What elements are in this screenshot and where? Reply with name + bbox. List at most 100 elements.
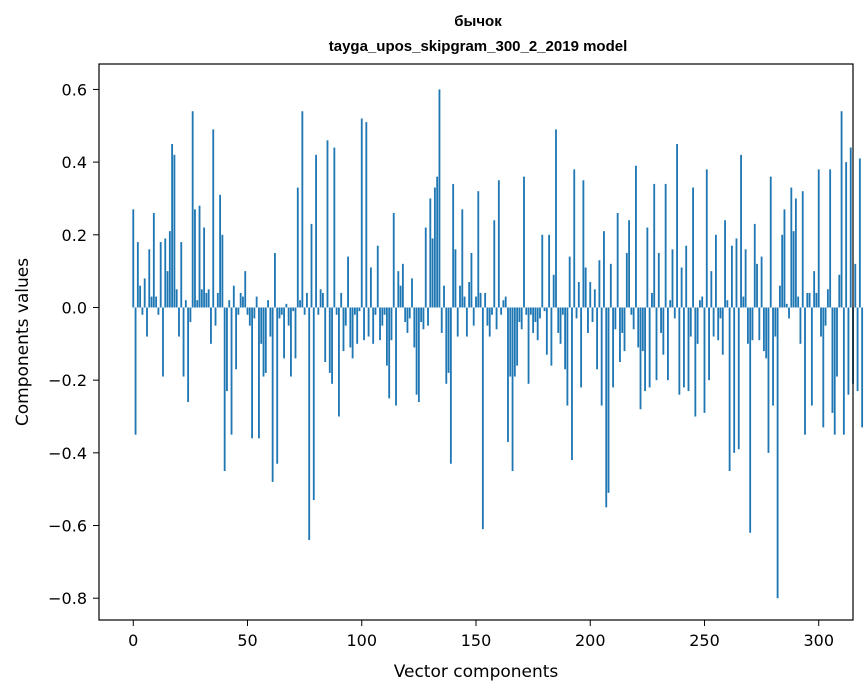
bar bbox=[152, 212, 155, 308]
bar bbox=[360, 118, 363, 308]
bar bbox=[424, 227, 427, 308]
bar bbox=[232, 285, 235, 308]
y-tick-label: 0.2 bbox=[62, 226, 87, 245]
bar bbox=[689, 307, 692, 337]
bar bbox=[587, 307, 589, 333]
bar bbox=[415, 307, 418, 395]
bar bbox=[708, 307, 710, 381]
bar bbox=[511, 307, 514, 472]
bar bbox=[388, 307, 391, 399]
bar bbox=[207, 289, 210, 308]
bar bbox=[438, 89, 441, 308]
bar-series bbox=[132, 89, 864, 599]
bar bbox=[342, 307, 345, 352]
bar bbox=[598, 260, 601, 308]
bar bbox=[221, 234, 224, 308]
bar bbox=[228, 300, 231, 308]
bar bbox=[200, 289, 203, 308]
bar bbox=[406, 307, 409, 333]
bar bbox=[575, 307, 578, 319]
bar bbox=[322, 292, 324, 308]
bar bbox=[781, 234, 784, 308]
x-tick-label: 200 bbox=[575, 631, 606, 650]
bar bbox=[726, 300, 729, 308]
bar bbox=[365, 122, 368, 308]
bar bbox=[644, 307, 646, 392]
bar bbox=[639, 307, 642, 410]
bar bbox=[296, 187, 299, 308]
bar bbox=[577, 282, 580, 308]
bar bbox=[459, 285, 461, 308]
bar bbox=[772, 307, 774, 406]
bar bbox=[395, 307, 397, 406]
bar bbox=[408, 307, 411, 319]
bar bbox=[139, 285, 142, 308]
bar bbox=[826, 289, 829, 308]
bar bbox=[429, 198, 432, 308]
bar bbox=[692, 187, 694, 308]
bar bbox=[212, 129, 215, 308]
bar bbox=[539, 307, 541, 319]
bar bbox=[242, 296, 244, 308]
bar bbox=[404, 307, 407, 323]
bar bbox=[561, 307, 564, 315]
bar bbox=[456, 307, 459, 337]
bar bbox=[728, 307, 731, 472]
bar bbox=[571, 307, 573, 461]
bar bbox=[516, 307, 519, 366]
bar bbox=[303, 307, 306, 315]
bar bbox=[646, 227, 649, 308]
bar bbox=[703, 307, 706, 413]
bar bbox=[162, 307, 164, 377]
bar bbox=[292, 307, 295, 312]
bar bbox=[198, 205, 201, 308]
bar bbox=[356, 307, 359, 344]
bar bbox=[253, 307, 256, 319]
bar bbox=[657, 252, 660, 308]
x-axis: 0 50 100 150 200 250 300 bbox=[128, 620, 834, 650]
bar bbox=[858, 158, 861, 308]
bar bbox=[687, 307, 690, 392]
bar bbox=[230, 307, 233, 435]
y-tick-label: 0.0 bbox=[62, 298, 87, 317]
bar bbox=[422, 307, 425, 330]
y-axis: −0.8 −0.6 −0.4 −0.2 0.0 0.2 0.4 0.6 bbox=[48, 80, 99, 608]
bar bbox=[372, 307, 375, 344]
bar bbox=[164, 238, 167, 308]
bar bbox=[829, 169, 832, 308]
bar bbox=[712, 307, 715, 337]
bar bbox=[509, 307, 512, 377]
bar bbox=[363, 307, 365, 341]
bar bbox=[383, 307, 386, 315]
bar bbox=[267, 300, 269, 308]
bar bbox=[518, 307, 521, 323]
bar bbox=[481, 307, 484, 530]
bar bbox=[717, 307, 720, 341]
bar bbox=[559, 307, 562, 344]
bar bbox=[246, 307, 249, 315]
bar bbox=[210, 307, 212, 344]
x-tick-label: 250 bbox=[689, 631, 720, 650]
bar bbox=[838, 274, 841, 308]
bar bbox=[146, 307, 148, 337]
chart-title-line-1: бычок bbox=[454, 13, 502, 30]
bar bbox=[157, 307, 160, 315]
bar bbox=[632, 307, 635, 330]
bar bbox=[765, 307, 768, 359]
bar bbox=[721, 307, 724, 355]
bar bbox=[136, 242, 139, 308]
bar bbox=[333, 147, 336, 308]
bar bbox=[269, 307, 272, 337]
bar bbox=[463, 296, 466, 308]
x-tick-label: 300 bbox=[803, 631, 834, 650]
bar bbox=[621, 307, 624, 333]
bar bbox=[392, 212, 395, 308]
bar bbox=[379, 307, 381, 341]
bar bbox=[792, 231, 795, 308]
bar bbox=[623, 307, 626, 352]
bar bbox=[719, 307, 722, 319]
bar bbox=[753, 223, 756, 308]
bar bbox=[762, 307, 765, 352]
bar bbox=[132, 209, 135, 308]
bar bbox=[856, 307, 859, 392]
